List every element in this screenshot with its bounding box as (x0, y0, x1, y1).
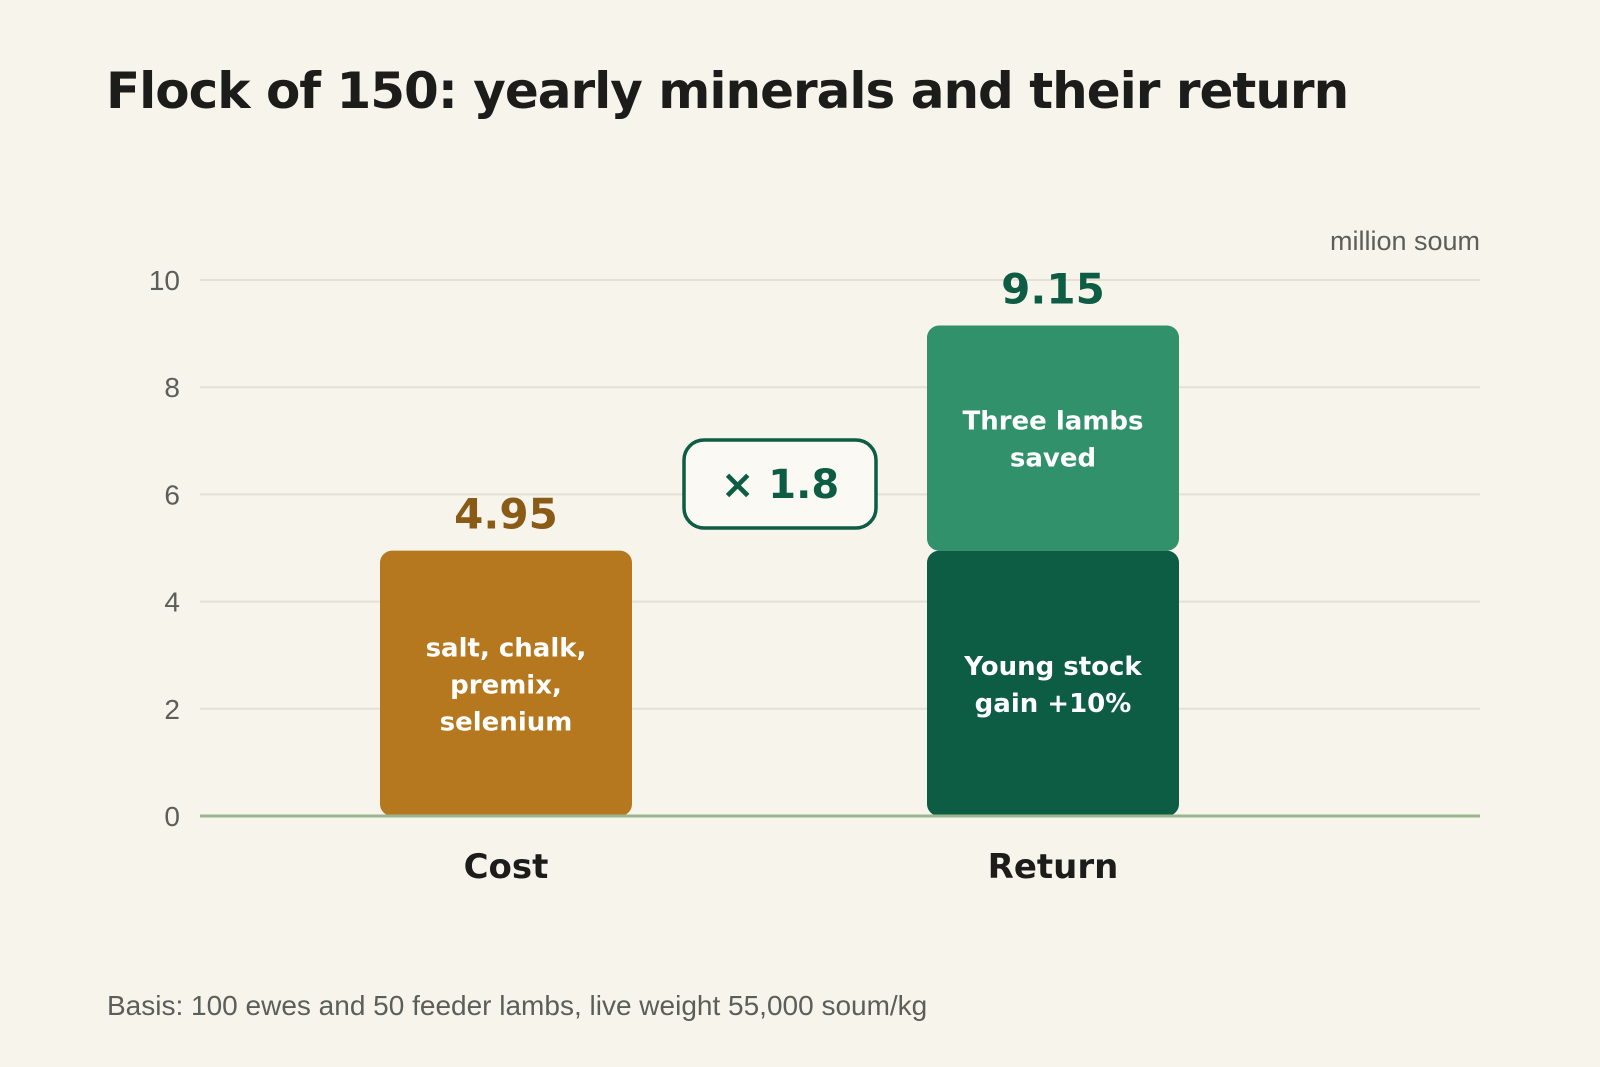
y-tick-label: 6 (164, 479, 180, 510)
ratio-badge-box (682, 438, 878, 530)
total-value-label: 9.15 (1001, 265, 1105, 314)
y-tick-label: 0 (164, 801, 180, 832)
bar-segment-return-1 (927, 325, 1179, 551)
bar-segment-cost-0 (380, 550, 632, 816)
ratio-badge-text: × 1.8 (721, 462, 839, 508)
y-tick-label: 10 (149, 265, 180, 296)
y-tick-label: 4 (164, 587, 180, 618)
y-axis-ticks: 0 2 4 6 8 10 (149, 265, 180, 832)
category-labels: Cost Return (464, 847, 1119, 887)
segment-label: Three lambs saved (962, 407, 1143, 474)
category-label: Return (988, 847, 1119, 887)
y-tick-label: 8 (164, 372, 180, 403)
segment-label: salt, chalk, premix, selenium (426, 633, 587, 737)
chart-title: Flock of 150: yearly minerals and their … (106, 62, 1349, 120)
segment-label: Young stock gain +10% (963, 652, 1142, 719)
y-tick-label: 2 (164, 694, 180, 725)
unit-label: million soum (1330, 226, 1480, 256)
total-value-label: 4.95 (454, 490, 558, 539)
footnote: Basis: 100 ewes and 50 feeder lambs, liv… (107, 990, 928, 1021)
ratio-badge: × 1.8 (682, 438, 878, 530)
bars: salt, chalk, premix, selenium 4.95 Young sto… (380, 265, 1179, 816)
bar-segment-return-0 (927, 550, 1179, 816)
bar-chart: 0 2 4 6 8 10 million soum salt, chalk, premix,… (149, 226, 1480, 887)
category-label: Cost (464, 847, 549, 887)
